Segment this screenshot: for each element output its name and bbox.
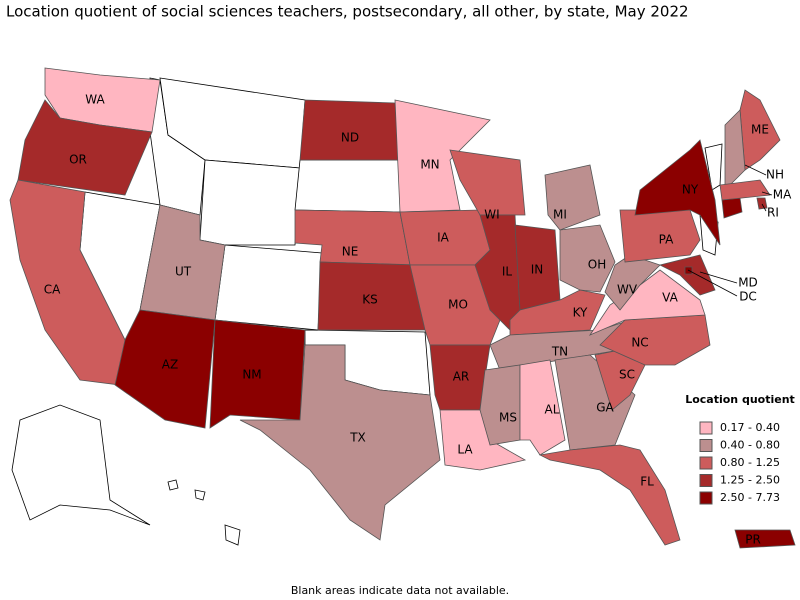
state-label: SC	[619, 368, 635, 382]
legend-label: 0.17 - 0.40	[720, 421, 780, 434]
state-label: MO	[448, 298, 468, 312]
legend-swatch	[699, 456, 713, 470]
state-shape	[17, 99, 153, 196]
state-label: VA	[662, 291, 678, 305]
state-label: KY	[573, 306, 588, 320]
state-label: ME	[751, 123, 769, 137]
legend-swatch	[699, 421, 713, 435]
state-label: FL	[640, 475, 654, 489]
legend-label: 2.50 - 7.73	[720, 491, 780, 504]
state-shape	[658, 254, 716, 296]
state-label: NC	[631, 336, 648, 350]
state-label: DC	[739, 290, 757, 304]
state-label: NH	[766, 168, 784, 182]
state-label: LA	[457, 443, 473, 457]
state-label: AR	[453, 370, 470, 384]
state-shape	[239, 344, 441, 541]
state-shape	[719, 179, 771, 201]
state-label: AZ	[162, 358, 178, 372]
leader-line	[687, 269, 738, 297]
leader-line	[761, 191, 773, 196]
states: WA OR CA UT AZ NM ND NE KS TX MN IA MO AR LA WI IL IN MI OH…	[9, 67, 796, 549]
state-label: TN	[551, 345, 568, 359]
state-label: PR	[745, 533, 761, 547]
state-label: AL	[545, 403, 560, 417]
state-label: GA	[596, 401, 614, 415]
state-label: NM	[242, 368, 261, 382]
state-label: CA	[44, 283, 61, 297]
state-shape	[167, 479, 179, 491]
state-label: PA	[659, 233, 674, 247]
state-label: MA	[773, 188, 792, 202]
state-shape	[294, 159, 401, 213]
footnote: Blank areas indicate data not available.	[291, 584, 509, 597]
state-label: RI	[767, 206, 779, 220]
state-shape	[449, 149, 526, 216]
legend-title: Location quotient	[685, 393, 795, 406]
state-shape	[724, 109, 746, 191]
state-shape	[199, 159, 301, 246]
state-shape	[544, 164, 601, 231]
state-label: IL	[502, 265, 513, 279]
legend-label: 0.80 - 1.25	[720, 456, 780, 469]
state-label: MS	[499, 411, 517, 425]
legend-swatch	[699, 474, 713, 487]
legend-swatch	[699, 439, 713, 452]
state-shape	[559, 224, 616, 293]
legend-label: 1.25 - 2.50	[720, 474, 780, 487]
state-shape	[11, 404, 151, 526]
state-label: MN	[420, 158, 439, 172]
state-shape	[214, 244, 323, 331]
state-shape	[739, 89, 781, 171]
map-title: Location quotient of social sciences tea…	[6, 3, 689, 21]
state-label: MI	[553, 208, 567, 222]
state-label: UT	[175, 265, 192, 279]
state-label: ND	[341, 131, 359, 145]
leader-line	[744, 164, 767, 176]
state-label: NE	[342, 245, 359, 259]
state-shape	[194, 489, 206, 501]
state-shape	[209, 319, 306, 429]
state-label: OH	[588, 258, 606, 272]
state-label: KS	[362, 293, 378, 307]
legend-swatch	[699, 491, 713, 505]
state-shape	[479, 364, 521, 446]
state-shape	[224, 524, 241, 546]
legend-label: 0.40 - 0.80	[720, 439, 780, 452]
state-label: IN	[531, 263, 544, 277]
leader-line	[699, 271, 738, 284]
state-shape	[756, 197, 768, 210]
state-label: WV	[617, 283, 638, 297]
state-shape	[734, 529, 796, 549]
legend: 0.17 - 0.40 0.40 - 0.80 0.80 - 1.25 1.25 - …	[699, 421, 780, 505]
state-label: TX	[349, 431, 366, 445]
state-label: MD	[738, 276, 758, 290]
state-label: WI	[484, 208, 499, 222]
leader-lines	[687, 164, 773, 297]
state-shape	[634, 139, 721, 246]
state-label: WA	[85, 93, 105, 107]
state-label: OR	[69, 153, 87, 167]
state-shape	[538, 444, 681, 546]
leader-line	[761, 203, 767, 212]
state-shape	[394, 99, 491, 213]
state-shape	[721, 197, 743, 219]
state-label: NY	[682, 183, 699, 197]
state-label: IA	[437, 231, 450, 245]
